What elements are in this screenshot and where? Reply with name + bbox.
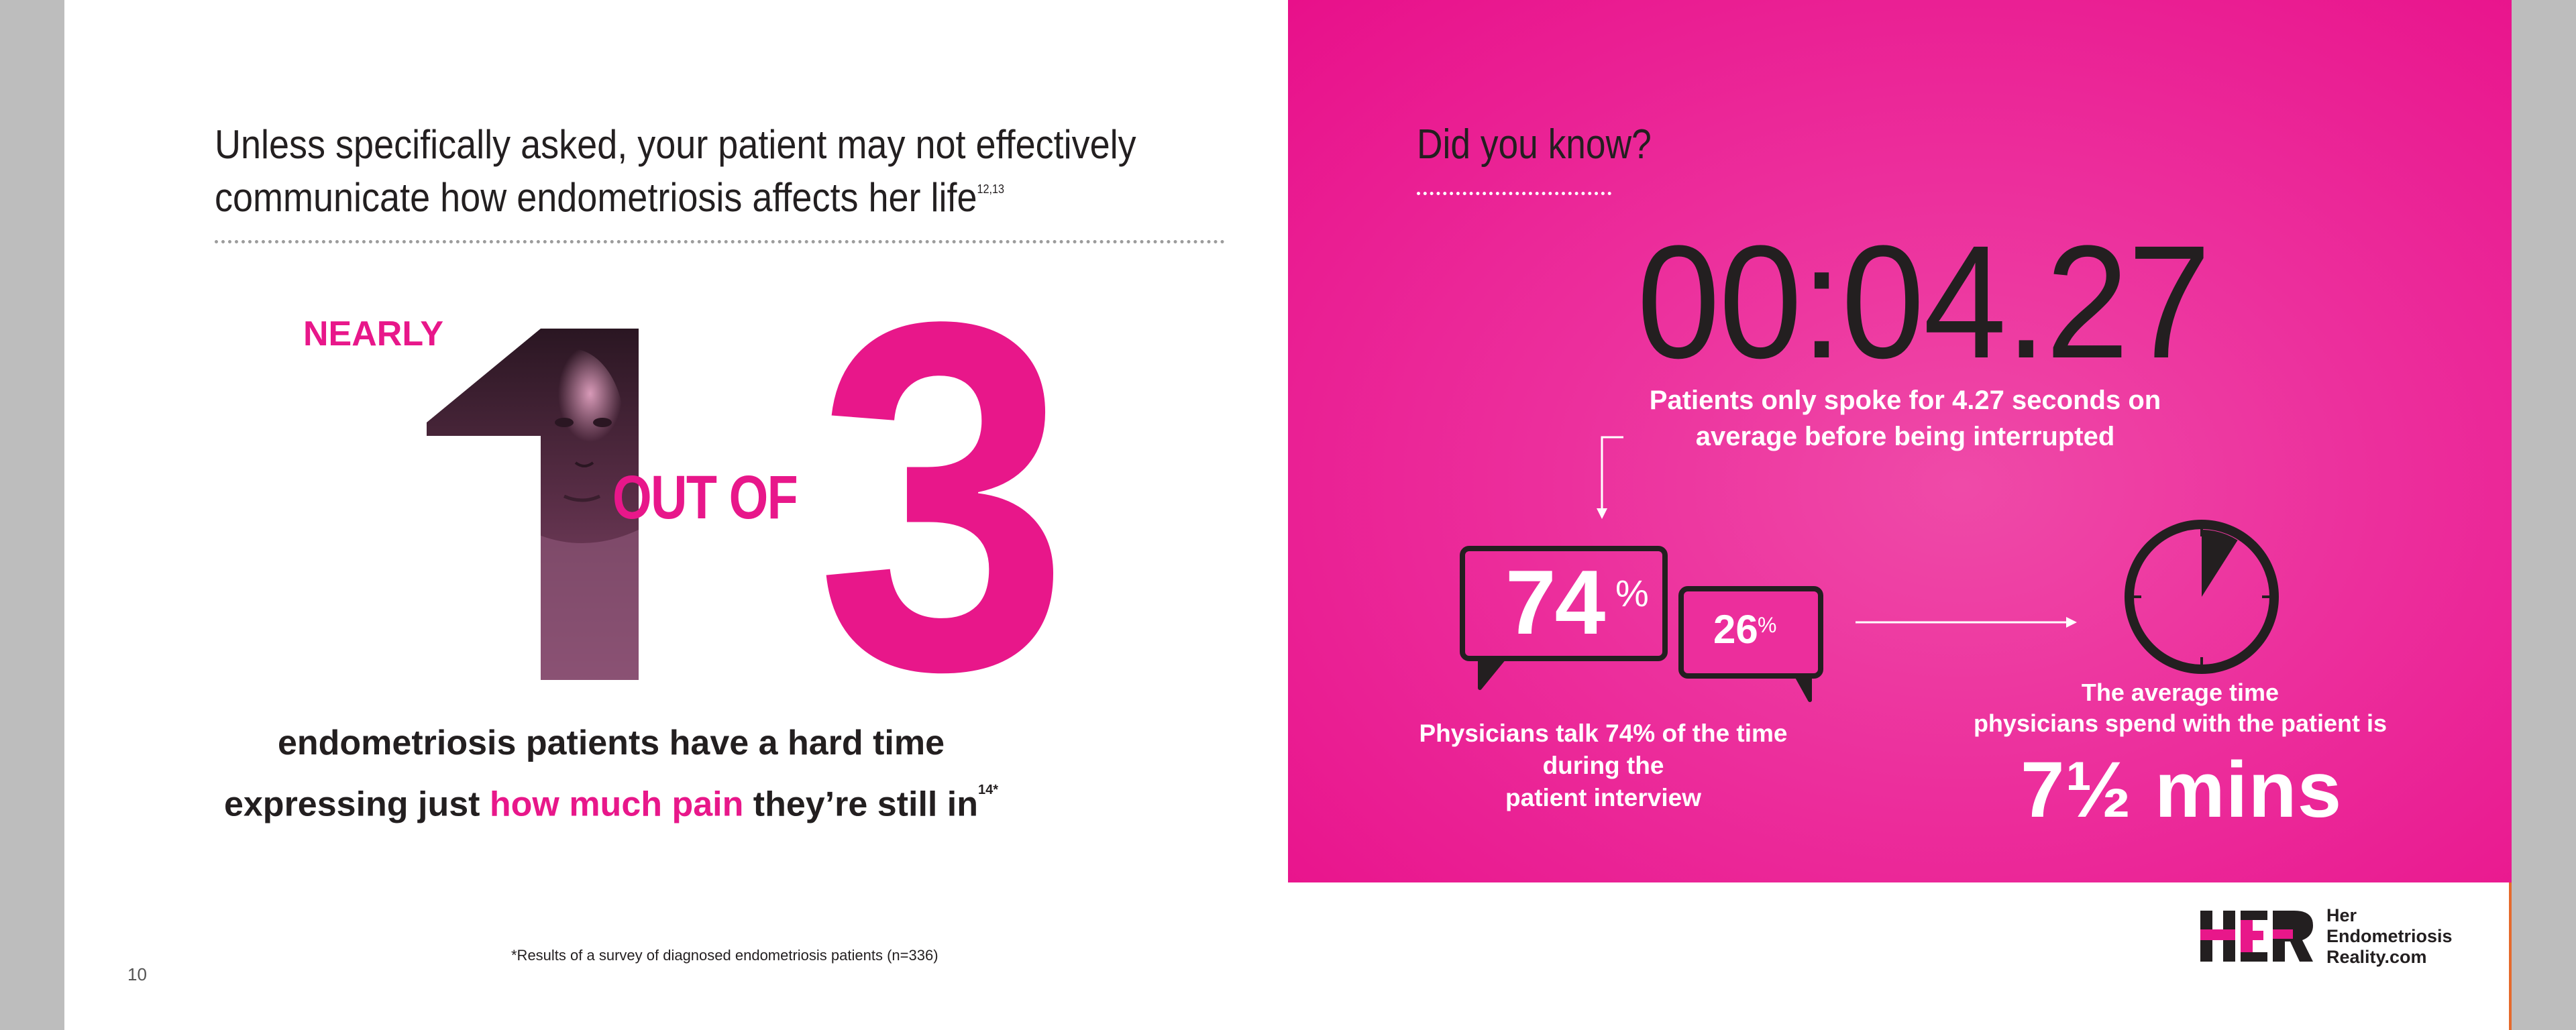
connector-arrows	[1597, 436, 2077, 628]
right-page: Did you know? 00:04.27 Patients only spo…	[1288, 0, 2512, 1030]
title-divider	[1417, 192, 1611, 195]
speech-bubble-small	[1678, 586, 1823, 702]
down-arrowhead	[1597, 508, 1607, 519]
physician-percentage: 74	[1505, 551, 1605, 653]
right-arrowhead	[2066, 617, 2077, 628]
average-time-caption-line-2: physicians spend with the patient is	[1973, 709, 2387, 737]
logo-line-1: Her	[2326, 905, 2357, 925]
left-page: Unless specifically asked, your patient …	[64, 0, 1288, 1030]
talk-time-caption-line-1: Physicians talk 74% of the time during t…	[1419, 720, 1788, 779]
page-edge-accent	[2509, 882, 2512, 1030]
timer-caption-line-2: average before being interrupted	[1695, 422, 2115, 451]
talk-time-caption-line-2: patient interview	[1505, 784, 1701, 811]
heading-citation: 12,13	[977, 182, 1005, 196]
caption-suffix: they’re still in	[743, 785, 978, 824]
out-of-label: OUT OF	[612, 463, 798, 532]
panel-title: Did you know?	[1417, 121, 1652, 168]
statistic-caption: endometriosis patients have a hard time …	[199, 715, 1024, 832]
clock-elapsed-wedge	[2202, 530, 2238, 597]
patient-percentage: 26	[1713, 607, 1758, 652]
timer-readout: 00:04.27	[1637, 212, 2211, 392]
survey-footnote: *Results of a survey of diagnosed endome…	[511, 947, 938, 964]
physician-percent-symbol: %	[1615, 572, 1649, 614]
speech-bubble-large	[1460, 546, 1668, 690]
patient-percent-symbol: %	[1758, 613, 1777, 637]
left-heading: Unless specifically asked, your patient …	[215, 121, 1136, 222]
number-three: 3	[816, 219, 1070, 773]
average-time-caption-line-1: The average time	[2081, 679, 2279, 706]
average-time-value: 7½ mins	[2021, 746, 2343, 834]
average-time-caption: The average time physicians spend with t…	[1959, 677, 2402, 739]
timer-caption-line-1: Patients only spoke for 4.27 seconds on	[1649, 386, 2161, 415]
caption-highlight: how much pain	[489, 785, 744, 824]
right-margin	[2512, 0, 2576, 1030]
heading-divider	[215, 240, 1225, 243]
did-you-know-panel: Did you know? 00:04.27 Patients only spo…	[1288, 0, 2512, 882]
logo-line-2: Endometriosis	[2326, 926, 2453, 946]
caption-citation: 14*	[978, 783, 999, 797]
page-number: 10	[127, 964, 147, 984]
heading-line-2-text: communicate how endometriosis affects he…	[215, 175, 977, 220]
caption-line-2: expressing just how much pain they’re st…	[199, 771, 1024, 832]
timer-caption: Patients only spoke for 4.27 seconds on …	[1570, 382, 2241, 455]
talk-time-caption: Physicians talk 74% of the time during t…	[1395, 718, 1811, 814]
number-one-photo-graphic	[427, 329, 639, 680]
caption-line-1: endometriosis patients have a hard time	[277, 724, 945, 762]
heading-line-1: Unless specifically asked, your patient …	[215, 122, 1136, 167]
logo-wordmark: Her Endometriosis Reality.com	[2326, 905, 2453, 968]
heading-line-2: communicate how endometriosis affects he…	[215, 169, 1136, 222]
clock-icon	[2125, 520, 2279, 674]
her-logo	[2200, 911, 2313, 962]
caption-prefix: expressing just	[223, 785, 490, 824]
nearly-label: NEARLY	[303, 314, 444, 353]
logo-line-3: Reality.com	[2326, 947, 2427, 967]
down-connector-arrow	[1601, 436, 1623, 511]
left-margin	[0, 0, 64, 1030]
